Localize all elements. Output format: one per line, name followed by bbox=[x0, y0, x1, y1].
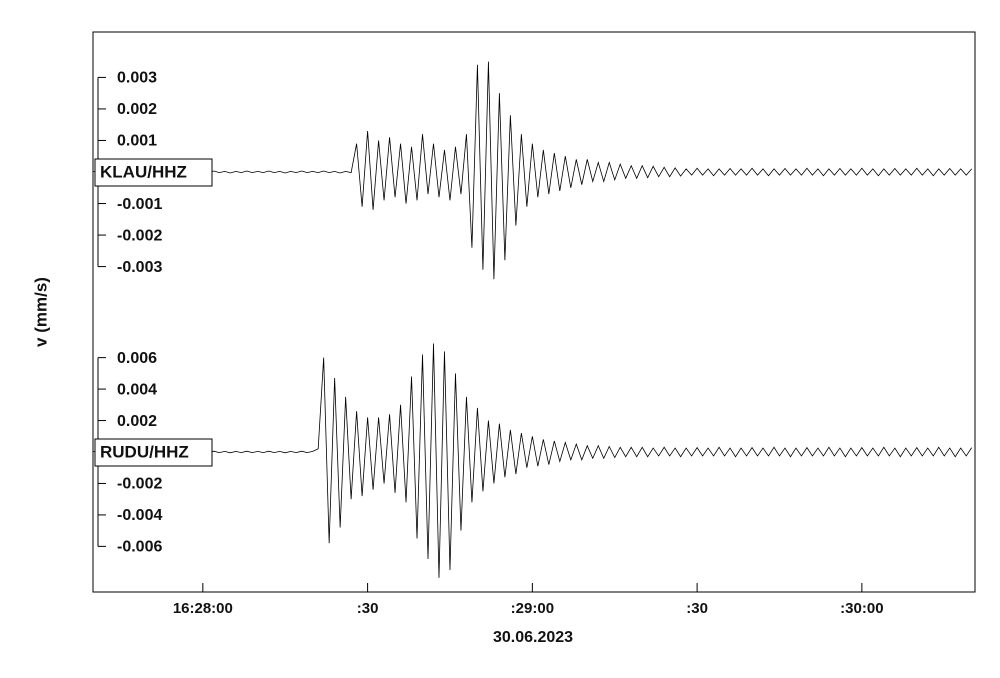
station-label: RUDU/HHZ bbox=[100, 442, 189, 461]
plot-frame bbox=[92, 31, 976, 593]
y-axis-label: v (mm/s) bbox=[31, 277, 50, 347]
y-tick-label: 0.003 bbox=[117, 70, 157, 87]
station-label: KLAU/HHZ bbox=[100, 162, 187, 181]
y-tick-label: -0.003 bbox=[117, 259, 162, 276]
x-tick-label: :30 bbox=[357, 600, 379, 617]
x-tick-label: :29:00 bbox=[511, 600, 554, 617]
x-tick-label: :30:00 bbox=[840, 600, 883, 617]
y-tick-label: -0.006 bbox=[117, 539, 162, 556]
trace bbox=[92, 343, 973, 578]
y-tick-label: -0.002 bbox=[117, 476, 162, 493]
y-tick-label: 0.002 bbox=[117, 413, 157, 430]
x-tick-label: 16:28:00 bbox=[173, 600, 233, 617]
y-tick-label: 0.002 bbox=[117, 101, 157, 118]
x-axis-label: 30.06.2023 bbox=[493, 629, 573, 646]
trace bbox=[92, 61, 973, 280]
x-tick-label: :30 bbox=[686, 600, 708, 617]
station-label-box bbox=[94, 438, 213, 467]
station-label-box bbox=[94, 158, 213, 187]
y-tick-label: 0.001 bbox=[117, 133, 157, 150]
y-tick-label: -0.004 bbox=[117, 507, 162, 524]
y-tick-label: 0.006 bbox=[117, 350, 157, 367]
y-tick-label: 0.004 bbox=[117, 381, 157, 398]
y-tick-label: -0.002 bbox=[117, 227, 162, 244]
y-tick-label: -0.001 bbox=[117, 196, 162, 213]
